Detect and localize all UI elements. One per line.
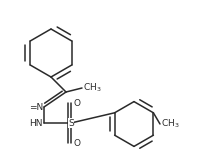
Text: =N: =N xyxy=(29,103,43,112)
Text: O: O xyxy=(73,99,80,108)
Text: HN: HN xyxy=(30,119,43,128)
Text: CH$_3$: CH$_3$ xyxy=(83,82,102,94)
Text: S: S xyxy=(68,119,74,128)
Text: O: O xyxy=(73,139,80,148)
Text: CH$_3$: CH$_3$ xyxy=(161,118,180,130)
